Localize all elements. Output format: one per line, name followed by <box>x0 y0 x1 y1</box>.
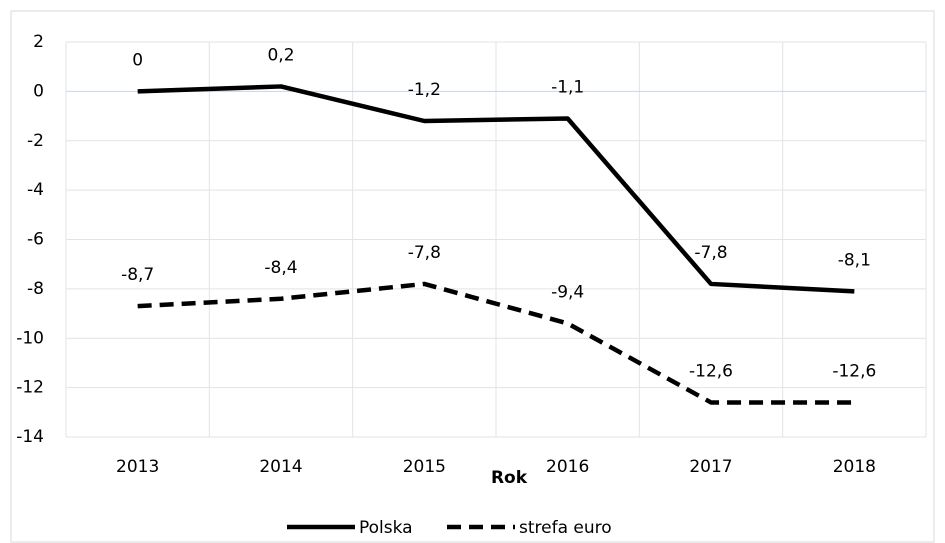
x-tick-label: 2014 <box>259 457 302 477</box>
data-label: -1,2 <box>408 80 441 100</box>
data-label: -8,7 <box>121 265 154 285</box>
y-tick-label: -4 <box>27 180 44 200</box>
y-tick-label: 0 <box>33 81 44 101</box>
y-tick-label: -2 <box>27 131 44 151</box>
x-tick-label: 2015 <box>403 457 446 477</box>
data-label: 0,2 <box>267 45 294 65</box>
data-label: -12,6 <box>832 361 876 381</box>
data-label: -8,1 <box>838 250 871 270</box>
series-line <box>137 84 855 294</box>
y-tick-label: -12 <box>16 378 44 398</box>
x-tick-label: 2018 <box>833 457 876 477</box>
y-tick-label: -14 <box>16 427 44 447</box>
legend-label: Polska <box>359 518 413 538</box>
x-tick-label: 2017 <box>689 457 732 477</box>
data-label: -12,6 <box>689 361 733 381</box>
x-tick-label: 2016 <box>546 457 589 477</box>
legend-label: strefa euro <box>519 518 612 538</box>
data-label: -9,4 <box>551 282 584 302</box>
series-line <box>137 281 855 405</box>
y-tick-label: 2 <box>33 32 44 52</box>
chart-border <box>10 10 935 543</box>
data-label: 0 <box>132 50 143 70</box>
data-label: -8,4 <box>264 258 297 278</box>
y-tick-label: -6 <box>27 230 44 250</box>
data-label: -7,8 <box>694 243 727 263</box>
x-tick-label: 2013 <box>116 457 159 477</box>
data-label: -7,8 <box>408 243 441 263</box>
data-label: -1,1 <box>551 78 584 98</box>
y-tick-label: -10 <box>16 328 44 348</box>
y-tick-label: -8 <box>27 279 44 299</box>
x-axis-label: Rok <box>491 468 528 488</box>
